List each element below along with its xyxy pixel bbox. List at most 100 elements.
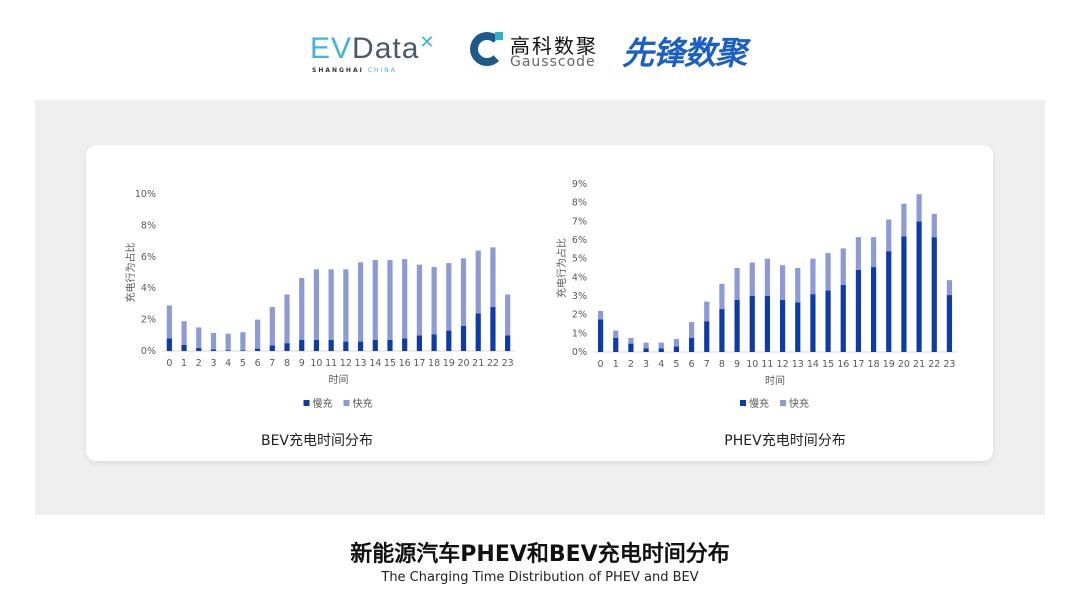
bar-slow xyxy=(855,269,862,352)
bar-fast xyxy=(886,219,892,252)
y-tick-label: 0% xyxy=(141,346,156,357)
gausscode-logo-square xyxy=(495,32,503,40)
evdata-logo: EVData✕ xyxy=(310,32,436,65)
bar-fast xyxy=(299,277,305,341)
x-tick-label: 1 xyxy=(613,359,619,370)
x-tick-label: 9 xyxy=(734,359,740,370)
y-tick-label: 6% xyxy=(141,252,156,263)
bar-fast xyxy=(357,262,364,342)
bar-fast xyxy=(597,310,604,320)
x-tick-label: 7 xyxy=(269,358,275,369)
logo-bar: EVData✕ SHANGHAI CHINA 高科数聚 Gausscode 先锋… xyxy=(0,24,1080,74)
bar-slow xyxy=(597,319,604,352)
bar-fast xyxy=(225,333,231,351)
bar-fast xyxy=(946,280,953,296)
bar-slow xyxy=(946,295,953,352)
bar-slow xyxy=(225,350,231,351)
bar-fast xyxy=(210,332,217,350)
bar-fast xyxy=(460,258,467,326)
bar-slow xyxy=(299,340,305,351)
x-tick-label: 17 xyxy=(852,359,864,370)
bar-slow xyxy=(719,309,725,352)
x-tick-label: 15 xyxy=(822,359,834,370)
bar-fast xyxy=(269,307,275,346)
x-tick-label: 9 xyxy=(299,358,305,369)
y-tick-label: 10% xyxy=(135,189,156,200)
legend-swatch-fast xyxy=(343,400,350,406)
y-tick-label: 2% xyxy=(141,315,156,326)
bar-slow xyxy=(505,335,511,351)
bar-slow xyxy=(181,344,187,351)
x-tick-label: 22 xyxy=(928,359,940,370)
x-tick-label: 8 xyxy=(284,358,290,369)
bar-fast xyxy=(240,332,246,351)
x-tick-label: 0 xyxy=(166,358,172,369)
x-tick-label: 20 xyxy=(457,358,469,369)
bar-fast xyxy=(855,237,862,270)
x-tick-label: 21 xyxy=(913,359,925,370)
x-tick-label: 17 xyxy=(413,358,425,369)
bar-slow xyxy=(825,290,831,352)
bar-slow xyxy=(901,236,907,352)
gausscode-logo-cn: 高科数聚 xyxy=(510,34,598,58)
bar-slow xyxy=(734,299,740,352)
x-tick-label: 10 xyxy=(310,358,322,369)
x-tick-label: 18 xyxy=(868,359,880,370)
x-tick-label: 18 xyxy=(428,358,440,369)
x-tick-label: 16 xyxy=(837,359,849,370)
y-tick-label: 5% xyxy=(572,254,587,265)
y-tick-label: 8% xyxy=(572,198,587,209)
bar-fast xyxy=(196,327,202,348)
x-tick-label: 8 xyxy=(719,359,725,370)
x-tick-label: 7 xyxy=(704,359,710,370)
bev-chart: 0%2%4%6%8%10%0 1 2 3 4 5 6 7 8 9 10 11 12 13 14 15 16 17 1… xyxy=(124,189,515,410)
bar-fast xyxy=(372,259,378,341)
page-title: 新能源汽车PHEV和BEV充电时间分布 xyxy=(350,542,730,567)
x-tick-label: 20 xyxy=(898,359,910,370)
y-tick-label: 0% xyxy=(572,347,587,358)
x-axis-label: 时间 xyxy=(765,374,785,387)
bar-fast xyxy=(749,262,755,296)
bar-slow xyxy=(931,237,937,352)
legend-label-fast: 快充 xyxy=(789,397,809,410)
gausscode-logo-en: Gausscode xyxy=(510,54,596,70)
bar-fast xyxy=(719,283,725,310)
bar-fast xyxy=(704,301,710,322)
bar-fast xyxy=(795,268,801,303)
x-tick-label: 4 xyxy=(658,359,664,370)
x-tick-label: 3 xyxy=(210,358,216,369)
legend-swatch-fast xyxy=(780,400,786,406)
x-tick-label: 14 xyxy=(369,358,381,369)
bar-fast xyxy=(870,237,877,268)
legend-swatch-slow xyxy=(740,400,746,406)
x-tick-label: 1 xyxy=(181,358,187,369)
bar-slow xyxy=(749,296,755,352)
bar-slow xyxy=(402,338,408,351)
bar-fast xyxy=(446,263,452,331)
x-tick-label: 0 xyxy=(598,359,604,370)
bar-slow xyxy=(795,302,801,352)
bar-slow xyxy=(313,340,320,351)
x-tick-label: 15 xyxy=(384,358,396,369)
bar-fast xyxy=(673,338,680,347)
bar-fast xyxy=(387,259,393,341)
x-tick-label: 13 xyxy=(792,359,804,370)
x-tick-label: 3 xyxy=(643,359,649,370)
y-tick-label: 6% xyxy=(572,235,587,246)
bar-slow xyxy=(284,343,290,351)
bar-slow xyxy=(240,350,246,351)
y-tick-label: 7% xyxy=(572,216,587,227)
y-axis-label: 充电行为占比 xyxy=(124,243,137,303)
x-tick-label: 22 xyxy=(487,358,499,369)
bar-slow xyxy=(810,294,816,352)
x-tick-label: 19 xyxy=(443,358,455,369)
x-tick-label: 5 xyxy=(240,358,246,369)
bar-fast xyxy=(764,258,771,296)
bar-slow xyxy=(387,340,393,351)
bar-slow xyxy=(357,341,364,351)
x-tick-label: 12 xyxy=(340,358,352,369)
bar-fast xyxy=(825,253,831,291)
bar-fast xyxy=(475,250,481,314)
bar-fast xyxy=(431,267,437,335)
bar-slow xyxy=(343,341,349,351)
